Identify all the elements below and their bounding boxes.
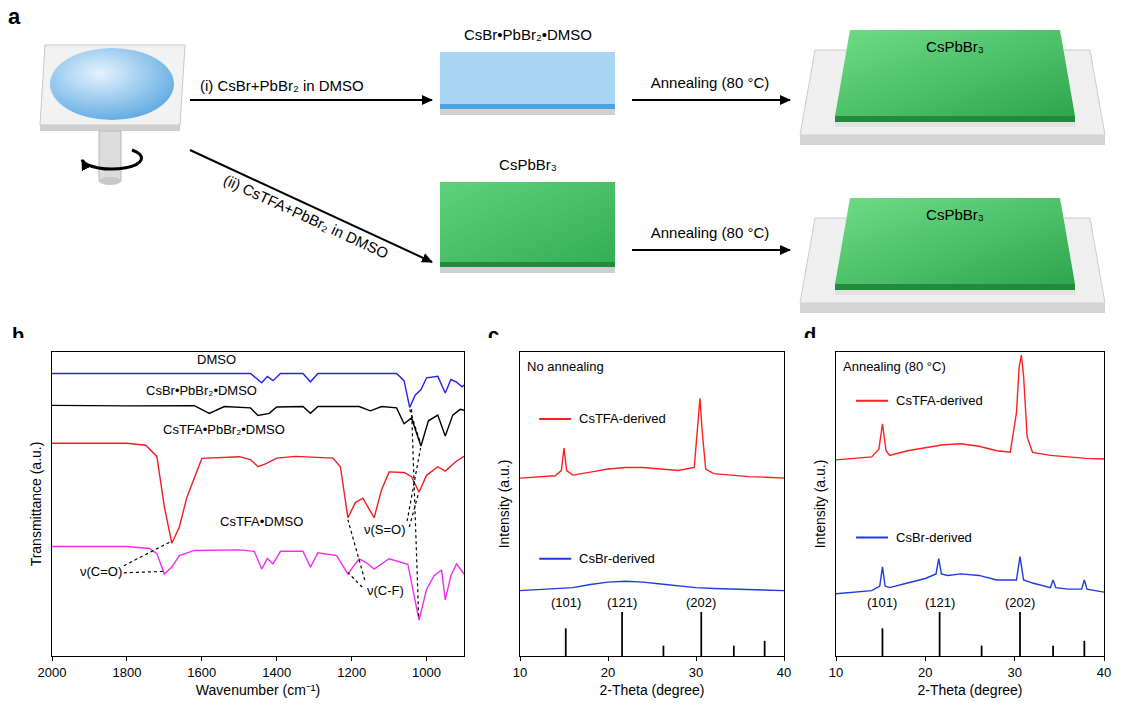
svg-text:Annealing (80 °C): Annealing (80 °C) [843,359,946,374]
svg-text:DMSO: DMSO [197,352,236,367]
svg-text:a: a [8,4,21,29]
svg-text:1400: 1400 [262,665,291,680]
svg-text:20: 20 [918,665,932,680]
svg-text:Intensity (a.u.): Intensity (a.u.) [812,460,828,549]
html-text:b: b [12,324,25,346]
svg-text:CsTFA•DMSO: CsTFA•DMSO [220,514,303,529]
svg-text:2-Theta (degree): 2-Theta (degree) [599,682,704,698]
svg-text:(121): (121) [925,595,955,610]
svg-text:(ii) CsTFA+PbBr₂ in DMSO: (ii) CsTFA+PbBr₂ in DMSO [221,171,391,262]
svg-text:1600: 1600 [187,665,216,680]
svg-text:(101): (101) [551,595,581,610]
svg-text:No annealing: No annealing [527,359,604,374]
svg-text:ν(C=O): ν(C=O) [80,564,122,579]
svg-text:40: 40 [777,665,791,680]
svg-text:1800: 1800 [112,665,141,680]
svg-text:Wavenumber (cm⁻¹): Wavenumber (cm⁻¹) [196,682,320,698]
svg-text:CsPbBr₃: CsPbBr₃ [499,156,557,173]
svg-text:1200: 1200 [337,665,366,680]
svg-text:CsTFA-derived: CsTFA-derived [579,411,666,426]
html-text:c: c [488,324,500,346]
svg-text:2-Theta (degree): 2-Theta (degree) [917,682,1022,698]
svg-text:(101): (101) [867,595,897,610]
svg-text:(121): (121) [607,595,637,610]
svg-text:2000: 2000 [38,665,67,680]
svg-text:CsBr-derived: CsBr-derived [896,530,972,545]
svg-text:10: 10 [829,665,843,680]
svg-text:(202): (202) [1005,595,1035,610]
svg-text:Intensity (a.u.): Intensity (a.u.) [496,460,512,549]
svg-text:Transmittance (a.u.): Transmittance (a.u.) [28,442,44,567]
svg-text:CsTFA-derived: CsTFA-derived [896,393,983,408]
svg-text:Annealing (80 °C): Annealing (80 °C) [651,74,770,91]
svg-text:CsBr•PbBr₂•DMSO: CsBr•PbBr₂•DMSO [464,26,592,43]
svg-text:30: 30 [689,665,703,680]
svg-text:Annealing (80 °C): Annealing (80 °C) [651,224,770,241]
svg-text:ν(C-F): ν(C-F) [367,583,404,598]
svg-text:(202): (202) [686,595,716,610]
svg-text:40: 40 [1097,665,1111,680]
svg-text:CsTFA•PbBr₂•DMSO: CsTFA•PbBr₂•DMSO [163,422,285,437]
svg-text:CsBr-derived: CsBr-derived [579,551,655,566]
svg-text:CsPbBr₃: CsPbBr₃ [926,206,984,223]
svg-text:(i) CsBr+PbBr₂ in DMSO: (i) CsBr+PbBr₂ in DMSO [200,77,364,94]
svg-text:1000: 1000 [412,665,441,680]
svg-text:20: 20 [601,665,615,680]
html-text:d: d [804,324,817,346]
svg-text:30: 30 [1007,665,1021,680]
svg-text:10: 10 [513,665,527,680]
svg-text:CsBr•PbBr₂•DMSO: CsBr•PbBr₂•DMSO [146,383,257,398]
svg-text:CsPbBr₃: CsPbBr₃ [926,38,984,55]
svg-text:ν(S=O): ν(S=O) [364,522,406,537]
